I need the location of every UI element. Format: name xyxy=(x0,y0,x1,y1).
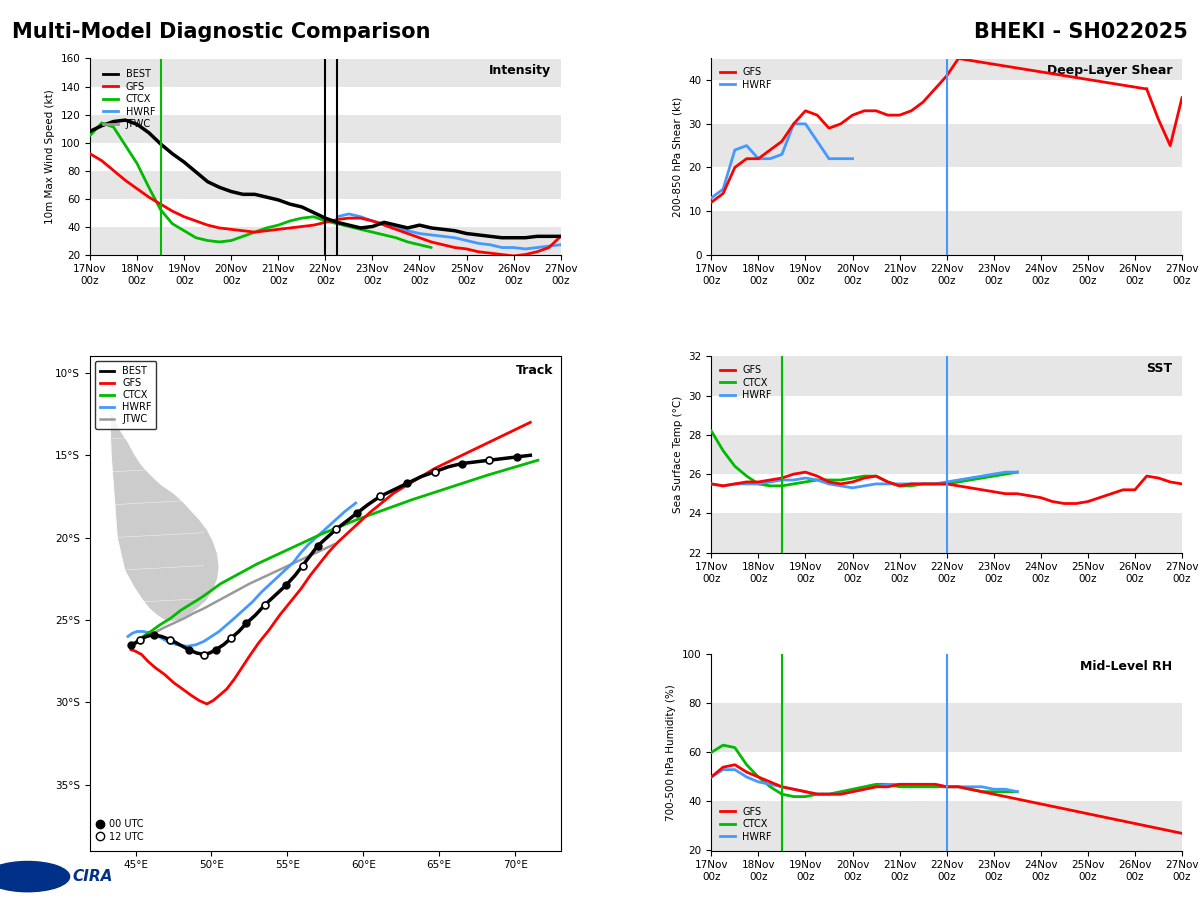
Text: Intensity: Intensity xyxy=(490,65,551,77)
Text: BHEKI - SH022025: BHEKI - SH022025 xyxy=(974,22,1188,42)
Y-axis label: 700-500 hPa Humidity (%): 700-500 hPa Humidity (%) xyxy=(666,684,677,821)
Bar xyxy=(90,114,560,142)
Legend: GFS, CTCX, HWRF: GFS, CTCX, HWRF xyxy=(716,803,776,846)
Text: Multi-Model Diagnostic Comparison: Multi-Model Diagnostic Comparison xyxy=(12,22,431,42)
Bar xyxy=(90,58,560,86)
Legend: BEST, GFS, CTCX, HWRF, JTWC: BEST, GFS, CTCX, HWRF, JTWC xyxy=(100,66,160,133)
Text: SST: SST xyxy=(1146,363,1172,375)
Legend: GFS, HWRF: GFS, HWRF xyxy=(716,63,776,94)
Polygon shape xyxy=(109,410,220,622)
Bar xyxy=(90,227,560,255)
Bar xyxy=(712,211,1182,255)
Circle shape xyxy=(0,861,70,892)
Bar xyxy=(712,435,1182,474)
Legend: GFS, CTCX, HWRF: GFS, CTCX, HWRF xyxy=(716,361,776,404)
Bar xyxy=(712,356,1182,396)
Text: Deep-Layer Shear: Deep-Layer Shear xyxy=(1048,65,1172,77)
Text: Track: Track xyxy=(516,364,553,377)
Bar xyxy=(712,124,1182,167)
Text: Mid-Level RH: Mid-Level RH xyxy=(1080,661,1172,673)
Legend: 00 UTC, 12 UTC: 00 UTC, 12 UTC xyxy=(95,815,148,846)
Bar xyxy=(712,802,1182,850)
Bar xyxy=(712,704,1182,752)
Bar xyxy=(712,630,1182,654)
Y-axis label: Sea Surface Temp (°C): Sea Surface Temp (°C) xyxy=(673,396,683,513)
Bar xyxy=(90,170,560,199)
Y-axis label: 10m Max Wind Speed (kt): 10m Max Wind Speed (kt) xyxy=(44,89,55,224)
Bar xyxy=(712,37,1182,80)
Y-axis label: 200-850 hPa Shear (kt): 200-850 hPa Shear (kt) xyxy=(673,96,683,217)
Text: CIRA: CIRA xyxy=(72,869,113,884)
Text: ⬤: ⬤ xyxy=(17,867,38,886)
Bar xyxy=(712,513,1182,553)
